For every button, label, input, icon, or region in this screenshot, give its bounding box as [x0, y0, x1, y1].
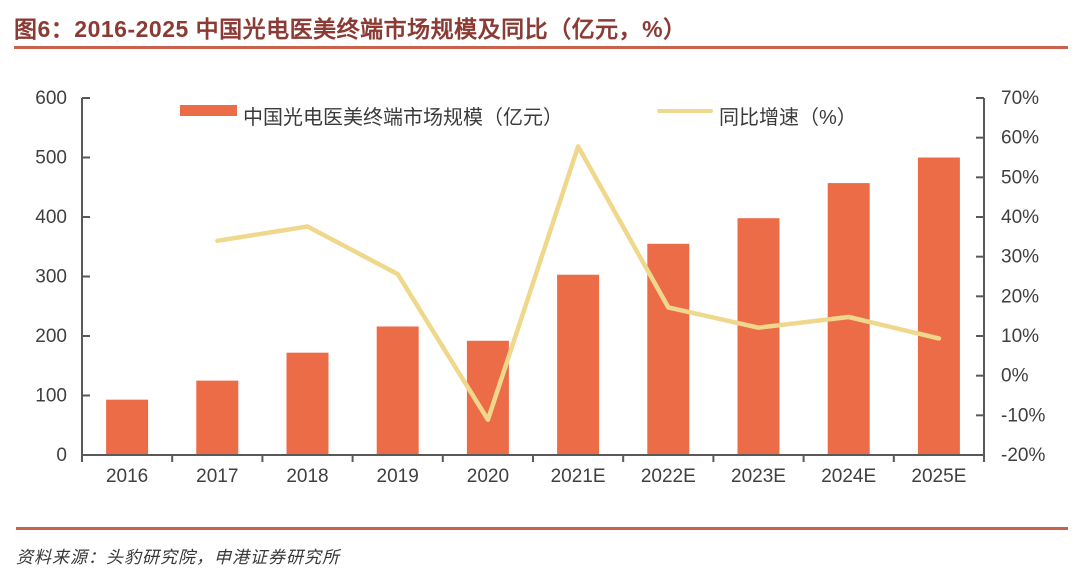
- left-axis-tick-label: 100: [35, 386, 67, 407]
- legend-line-label: 同比增速（%）: [719, 107, 857, 129]
- bar-2016: [106, 399, 149, 455]
- right-axis-tick-label: 70%: [1001, 88, 1039, 109]
- legend-bar-swatch: [180, 105, 237, 116]
- left-axis-tick-label: 300: [35, 267, 67, 288]
- x-category-label: 2023E: [731, 466, 786, 487]
- right-axis-tick-label: 20%: [1001, 286, 1039, 307]
- bar-2025E: [917, 157, 960, 455]
- growth-rate-line: [215, 144, 942, 422]
- bar-2023E: [737, 218, 780, 455]
- right-axis-tick-label: -20%: [1001, 445, 1045, 466]
- bar-2017: [196, 380, 239, 455]
- left-axis-tick-label: 600: [35, 88, 67, 109]
- x-category-label: 2020: [467, 466, 509, 487]
- bar-2022E: [647, 243, 690, 455]
- bar-2018: [286, 352, 329, 455]
- x-category-label: 2017: [196, 466, 238, 487]
- right-axis-tick-label: 50%: [1001, 167, 1039, 188]
- left-axis-tick-label: 200: [35, 326, 67, 347]
- x-category-label: 2018: [286, 466, 328, 487]
- x-category-label: 2024E: [821, 466, 876, 487]
- left-axis-tick-label: 0: [56, 445, 67, 466]
- x-category-label: 2019: [377, 466, 419, 487]
- source-note: 资料来源：头豹研究院，申港证券研究所: [16, 548, 340, 567]
- legend-line-swatch: [657, 109, 713, 113]
- bar-2019: [376, 326, 419, 455]
- figure-title: 图6：2016-2025 中国光电医美终端市场规模及同比（亿元，%）: [14, 16, 687, 42]
- right-axis-tick-label: -10%: [1001, 405, 1045, 426]
- x-category-label: 2025E: [911, 466, 966, 487]
- right-axis-tick-label: 10%: [1001, 326, 1039, 347]
- footer-divider: [16, 527, 1068, 530]
- x-category-label: 2022E: [641, 466, 696, 487]
- legend-bar-label: 中国光电医美终端市场规模（亿元）: [243, 107, 563, 129]
- x-category-label: 2021E: [551, 466, 606, 487]
- right-axis-tick-label: 40%: [1001, 207, 1039, 228]
- right-axis-tick-label: 60%: [1001, 128, 1039, 149]
- right-axis-tick-label: 0%: [1001, 366, 1029, 387]
- left-axis-tick-label: 400: [35, 207, 67, 228]
- title-underline: [14, 46, 1068, 49]
- left-axis-tick-label: 500: [35, 148, 67, 169]
- right-axis-tick-label: 30%: [1001, 247, 1039, 268]
- bar-2021E: [557, 274, 600, 455]
- x-category-label: 2016: [106, 466, 148, 487]
